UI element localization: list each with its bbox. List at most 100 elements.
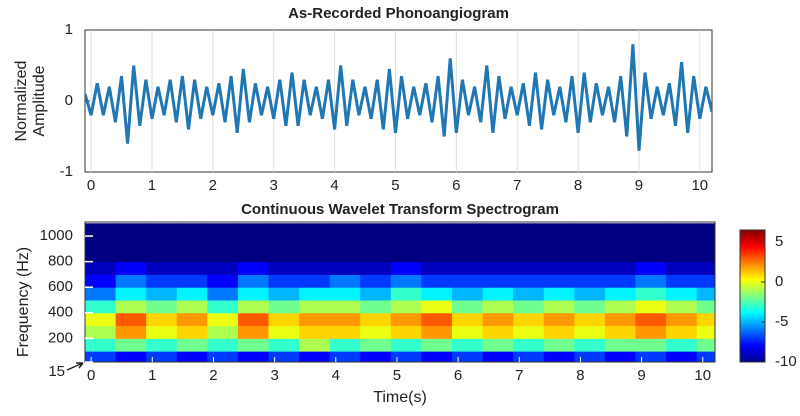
x-tick-label: 1 <box>148 177 156 194</box>
heatmap-cell <box>329 287 361 301</box>
heatmap-cell <box>390 299 422 314</box>
heatmap-cell <box>666 351 698 362</box>
waveform-plot: 0 1 2 3 4 5 6 7 8 9 10 -1 0 1 Normalized Amplitude As-Re… <box>13 5 713 194</box>
heatmap-cell <box>696 338 715 352</box>
heatmap-cell <box>543 351 575 362</box>
y-tick-label: 15 <box>48 363 65 380</box>
heatmap-cell <box>299 223 331 237</box>
heatmap-cell <box>666 338 698 352</box>
heatmap-cell <box>666 325 698 339</box>
heatmap-cell <box>360 338 392 352</box>
heatmap-cells <box>85 223 715 362</box>
heatmap-cell <box>85 274 117 288</box>
heatmap-cell <box>146 261 178 275</box>
heatmap-cell <box>451 261 484 275</box>
heatmap-cell <box>85 299 117 314</box>
heatmap-cell <box>421 338 453 352</box>
heatmap-cell <box>451 236 484 250</box>
heatmap-cell <box>421 223 453 237</box>
heatmap-cell <box>176 261 208 275</box>
x-tick-label: 2 <box>209 367 217 384</box>
heatmap-cell <box>207 312 239 327</box>
heatmap-cell <box>207 274 239 288</box>
heatmap-cell <box>696 299 715 314</box>
heatmap-cell <box>299 236 331 250</box>
y-axis-label: Amplitude <box>31 65 48 136</box>
heatmap-cell <box>513 223 545 237</box>
heatmap-cell <box>299 325 331 339</box>
x-tick-label: 0 <box>87 177 95 194</box>
heatmap-cell <box>237 261 269 275</box>
heatmap-cell <box>237 338 269 352</box>
heatmap-cell <box>299 261 331 275</box>
heatmap-cell <box>574 338 606 352</box>
heatmap-cell <box>237 248 269 263</box>
heatmap-cell <box>237 236 269 250</box>
heatmap-cell <box>696 351 715 362</box>
heatmap-cell <box>207 351 239 362</box>
heatmap-cell <box>604 274 636 288</box>
heatmap-cell <box>482 248 514 263</box>
heatmap-cell <box>482 338 514 352</box>
heatmap-cell <box>207 223 239 237</box>
heatmap-cell <box>604 236 636 250</box>
heatmap-cell <box>360 261 392 275</box>
heatmap-cell <box>85 236 117 250</box>
heatmap-cell <box>482 261 514 275</box>
heatmap-cell <box>635 287 667 301</box>
heatmap-cell <box>574 236 606 250</box>
heatmap-cell <box>360 312 392 327</box>
heatmap-cell <box>421 248 453 263</box>
heatmap-cell <box>115 248 147 263</box>
heatmap-cell <box>329 274 361 288</box>
heatmap-cell <box>207 338 239 352</box>
x-tick-label: 4 <box>330 177 338 194</box>
heatmap-cell <box>451 287 484 301</box>
heatmap-cell <box>666 274 698 288</box>
heatmap-cell <box>85 338 117 352</box>
heatmap-cell <box>696 236 715 250</box>
heatmap-cell <box>696 261 715 275</box>
heatmap-cell <box>176 338 208 352</box>
heatmap-cell <box>604 248 636 263</box>
heatmap-cell <box>421 351 453 362</box>
heatmap-cell <box>390 325 422 339</box>
heatmap-cell <box>451 351 484 362</box>
heatmap-cell <box>451 223 484 237</box>
heatmap-cell <box>329 223 361 237</box>
heatmap-cell <box>451 248 484 263</box>
heatmap-cell <box>237 287 269 301</box>
heatmap-cell <box>176 223 208 237</box>
heatmap-cell <box>299 248 331 263</box>
heatmap-cell <box>574 312 606 327</box>
heatmap-cell <box>237 351 269 362</box>
heatmap-cell <box>513 338 545 352</box>
heatmap-cell <box>390 261 422 275</box>
heatmap-cell <box>390 248 422 263</box>
x-tick-label: 4 <box>332 367 340 384</box>
heatmap-cell <box>299 312 331 327</box>
x-tick-label: 9 <box>635 177 643 194</box>
heatmap-cell <box>85 312 117 327</box>
heatmap-cell <box>421 287 453 301</box>
heatmap-cell <box>543 261 575 275</box>
heatmap-cell <box>268 223 300 237</box>
heatmap-cell <box>268 236 300 250</box>
colorbar-tick-label: -10 <box>775 353 797 370</box>
heatmap-cell <box>513 312 545 327</box>
x-tick-label: 5 <box>393 367 401 384</box>
heatmap-cell <box>482 312 514 327</box>
heatmap-cell <box>543 325 575 339</box>
heatmap-cell <box>146 299 178 314</box>
colorbar-tick-label: 0 <box>775 273 783 290</box>
y-tick-label: 0 <box>65 92 73 109</box>
heatmap-cell <box>604 312 636 327</box>
heatmap-cell <box>666 261 698 275</box>
heatmap-cell <box>237 312 269 327</box>
heatmap-cell <box>146 223 178 237</box>
heatmap-cell <box>115 274 147 288</box>
heatmap-cell <box>299 351 331 362</box>
heatmap-cell <box>176 287 208 301</box>
heatmap-cell <box>176 236 208 250</box>
heatmap-cell <box>299 274 331 288</box>
